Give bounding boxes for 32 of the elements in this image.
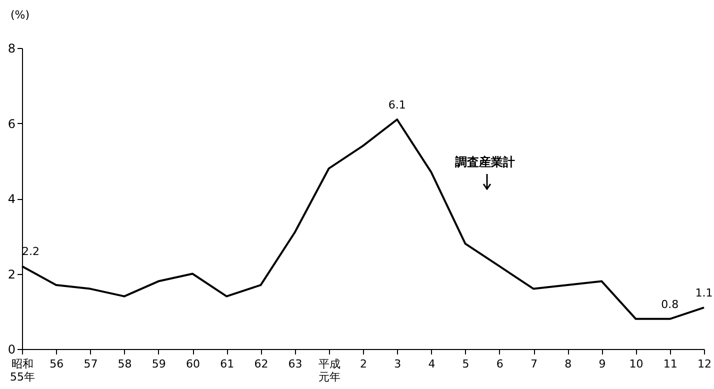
x-tick-label: 6 — [496, 358, 504, 370]
data-label: 1.1 — [695, 286, 713, 300]
x-tick-label: 63 — [288, 358, 302, 370]
annotation: 調査産業計 — [454, 155, 515, 169]
y-tick-label: 0 — [8, 342, 16, 356]
x-tick-label: 平成元年 — [318, 358, 340, 384]
x-tick-label: 2 — [360, 358, 367, 370]
x-tick-label: 57 — [84, 358, 98, 370]
x-tick-label: 昭和55年 — [10, 358, 35, 384]
y-axis-title: (%) — [10, 8, 30, 22]
x-tick-label: 9 — [598, 358, 606, 370]
x-tick-label: 11 — [663, 358, 678, 370]
x-tick-label: 59 — [152, 358, 166, 370]
data-label: 6.1 — [388, 98, 406, 112]
x-tick-label: 10 — [629, 358, 644, 370]
x-tick-label: 56 — [50, 358, 64, 370]
x-tick-label: 3 — [394, 358, 402, 370]
y-tick-label: 6 — [8, 116, 16, 131]
x-tick-label: 60 — [186, 358, 200, 370]
x-tick-label: 62 — [254, 358, 268, 370]
x-tick-label: 8 — [564, 358, 572, 370]
x-tick-label: 61 — [220, 358, 234, 370]
data-label: 2.2 — [22, 245, 40, 258]
data-label: 0.8 — [661, 298, 679, 311]
y-tick-label: 8 — [8, 42, 16, 56]
x-tick-label: 4 — [428, 358, 436, 370]
x-tick-label: 58 — [118, 358, 132, 370]
x-tick-label: 7 — [530, 358, 538, 370]
y-tick-label: 4 — [8, 192, 16, 206]
x-tick-label: 5 — [462, 358, 470, 370]
y-tick-label: 2 — [8, 267, 16, 282]
x-tick-label: 12 — [698, 358, 712, 370]
